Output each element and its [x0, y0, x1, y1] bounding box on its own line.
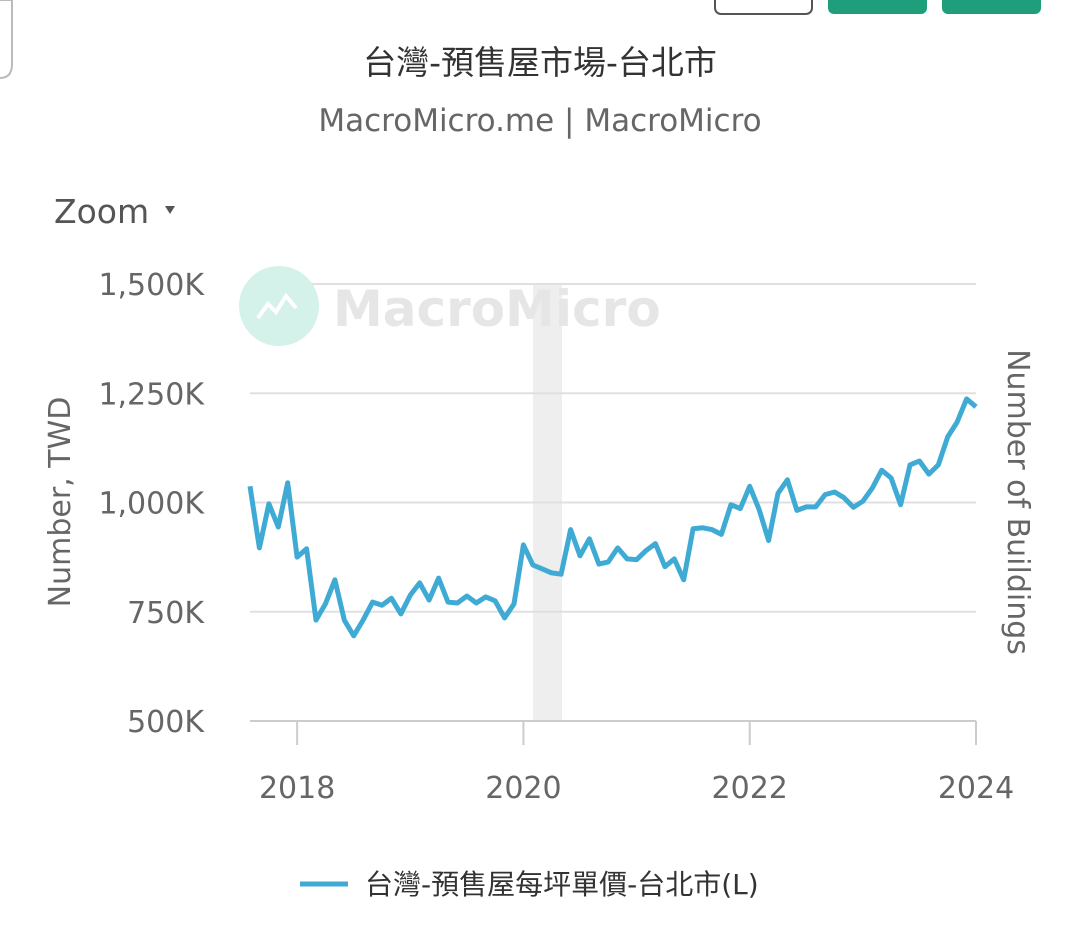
- x-tick-label: 2022: [712, 771, 788, 806]
- y-tick-label: 1,000K: [98, 487, 205, 522]
- chart-subtitle: MacroMicro.me | MacroMicro: [318, 103, 761, 139]
- x-tick-label: 2018: [259, 771, 335, 806]
- x-tick-label: 2024: [938, 771, 1014, 806]
- button[interactable]: [828, 0, 927, 14]
- y-tick-label: 1,250K: [98, 377, 205, 412]
- button[interactable]: [942, 0, 1041, 14]
- grid: [250, 283, 977, 745]
- watermark: MacroMicro: [333, 280, 661, 338]
- plot: [247, 396, 978, 639]
- zoom-caret: [165, 206, 175, 214]
- y-tick-label: 1,500K: [98, 268, 205, 303]
- zoom-button[interactable]: Zoom: [54, 192, 149, 231]
- y-tick-label: 500K: [127, 705, 205, 740]
- y-axis-label: Number, TWD: [43, 397, 78, 608]
- watermark-logo-mark: [256, 292, 298, 320]
- button[interactable]: [714, 0, 813, 15]
- data-line: [247, 396, 978, 639]
- chart-title: 台灣-預售屋市場-台北市: [363, 43, 717, 82]
- y-tick-label: 750K: [127, 596, 205, 631]
- y2-axis-label: Number of Buildings: [1000, 349, 1035, 655]
- x-tick-label: 2020: [485, 771, 561, 806]
- panel-edge: [0, 0, 13, 79]
- legend-label[interactable]: 台灣-預售屋每坪單價-台北市(L): [365, 868, 759, 901]
